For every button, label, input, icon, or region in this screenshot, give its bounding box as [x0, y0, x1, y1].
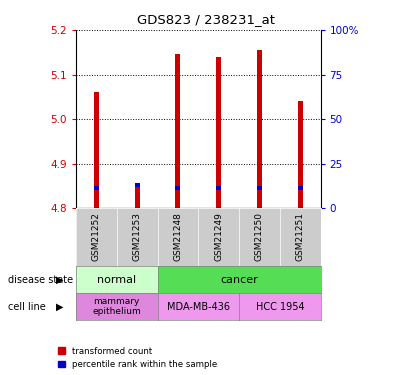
Text: disease state: disease state — [8, 275, 73, 285]
Text: GSM21249: GSM21249 — [214, 212, 223, 261]
Text: ▶: ▶ — [55, 275, 63, 285]
Text: normal: normal — [97, 275, 136, 285]
Legend: transformed count, percentile rank within the sample: transformed count, percentile rank withi… — [58, 346, 217, 369]
Text: GSM21248: GSM21248 — [173, 212, 182, 261]
Text: ▶: ▶ — [55, 302, 63, 312]
Text: MDA-MB-436: MDA-MB-436 — [167, 302, 230, 312]
Text: cell line: cell line — [8, 302, 46, 312]
Bar — [298, 101, 302, 208]
Bar — [298, 186, 302, 190]
Text: GSM21250: GSM21250 — [255, 212, 264, 261]
Text: GSM21252: GSM21252 — [92, 212, 101, 261]
Text: GDS823 / 238231_at: GDS823 / 238231_at — [136, 13, 275, 26]
Bar — [257, 186, 262, 190]
Bar — [175, 54, 180, 208]
Bar — [135, 183, 140, 187]
Bar — [257, 50, 262, 208]
Bar — [135, 184, 140, 208]
Bar — [216, 186, 221, 190]
Bar — [94, 92, 99, 208]
Text: GSM21251: GSM21251 — [296, 212, 305, 261]
Text: GSM21253: GSM21253 — [133, 212, 142, 261]
Bar — [94, 186, 99, 190]
Text: cancer: cancer — [220, 275, 258, 285]
Text: HCC 1954: HCC 1954 — [256, 302, 304, 312]
Text: mammary
epithelium: mammary epithelium — [92, 297, 141, 316]
Bar — [175, 186, 180, 190]
Bar — [216, 57, 221, 208]
